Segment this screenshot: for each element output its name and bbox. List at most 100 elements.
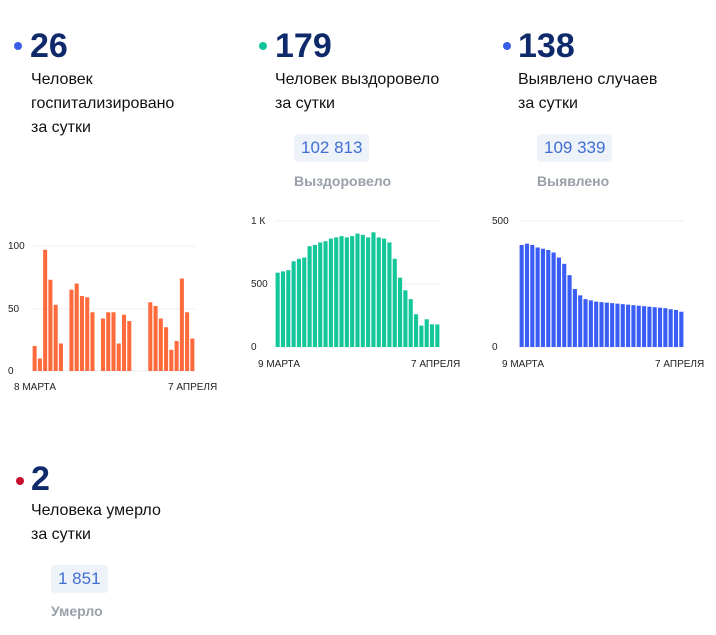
hospitalized-desc-line: Человек [31, 71, 93, 88]
bar [360, 234, 365, 347]
bar [604, 302, 609, 347]
bar [106, 312, 111, 371]
bar [382, 238, 387, 347]
died-dot [16, 477, 24, 485]
bar [79, 296, 84, 371]
hospitalized-desc-line: за сутки [31, 119, 91, 136]
detected-total: 109 339 [537, 134, 613, 162]
y-tick-label: 0 [8, 366, 14, 377]
bar [578, 295, 583, 347]
bar [535, 247, 540, 347]
bar [588, 300, 593, 347]
bar [74, 283, 79, 371]
bar [164, 327, 169, 371]
bar [111, 312, 116, 371]
bar [631, 305, 636, 347]
detected-desc-line: Выявлено случаев [518, 71, 658, 88]
bar [636, 305, 641, 347]
bar [350, 236, 355, 347]
recovered-desc-line: за сутки [275, 95, 335, 112]
bar [551, 252, 556, 347]
bar [673, 309, 679, 347]
bar [291, 261, 296, 347]
bar [174, 341, 179, 371]
bar [328, 238, 333, 347]
x-tick-label: 8 МАРТА [14, 382, 56, 393]
bar [610, 303, 615, 347]
died-desc: Человека умерло за сутки [31, 499, 161, 547]
bar [344, 237, 349, 347]
bar [679, 311, 684, 347]
bar [90, 312, 95, 371]
bar [562, 263, 567, 347]
bar [37, 358, 42, 371]
recovered-chart: 0 500 1 К 9 МАРТА 7 АПРЕЛЯ [251, 216, 460, 370]
bar [567, 275, 572, 347]
bar [429, 324, 435, 347]
bar [626, 304, 631, 347]
bar [620, 304, 625, 347]
y-tick-label: 0 [251, 342, 257, 353]
bar [190, 338, 195, 371]
bar [594, 301, 599, 347]
bar [53, 304, 58, 371]
bar [286, 270, 291, 347]
recovered-dot [259, 42, 267, 50]
bar [392, 258, 397, 347]
bar [339, 236, 344, 347]
hospitalized-value: 26 [30, 27, 68, 65]
y-tick-label: 100 [8, 241, 25, 252]
bar [419, 325, 424, 347]
bar [179, 278, 184, 371]
bar [668, 309, 673, 347]
bar [642, 306, 647, 347]
bar [435, 324, 440, 347]
bar [100, 318, 106, 371]
died-desc-line: Человека умерло [31, 502, 161, 519]
recovered-total-label: Выздоровело [294, 173, 392, 189]
hospitalized-desc: Человек госпитализировано за сутки [31, 68, 174, 140]
bar [657, 307, 663, 347]
hospitalized-desc-line: госпитализировано [31, 95, 175, 112]
bar [663, 308, 668, 347]
detected-desc-line: за сутки [518, 95, 578, 112]
bar [413, 314, 419, 347]
bar [69, 289, 74, 371]
bar [296, 258, 302, 347]
bar [647, 306, 652, 347]
bar [424, 319, 429, 347]
bar [530, 244, 535, 347]
bar [169, 349, 174, 371]
bar [599, 302, 604, 347]
x-tick-label: 9 МАРТА [258, 359, 300, 370]
bar [387, 242, 392, 347]
bar [572, 289, 577, 347]
bar [583, 299, 588, 347]
detected-desc: Выявлено случаев за сутки [518, 68, 657, 116]
x-tick-label: 7 АПРЕЛЯ [168, 382, 217, 393]
bar [58, 343, 63, 371]
bar [127, 321, 132, 371]
bar [121, 314, 127, 371]
bar [275, 272, 280, 347]
detected-chart: 0 500 9 МАРТА 7 АПРЕЛЯ [492, 216, 704, 370]
recovered-desc-line: Человек выздоровело [275, 71, 440, 88]
bar [376, 237, 381, 347]
bar [334, 237, 339, 347]
bar [615, 303, 620, 347]
hospitalized-dot [14, 42, 22, 50]
bar [85, 297, 90, 371]
bar [366, 237, 371, 347]
bar [158, 318, 163, 371]
bar [148, 302, 153, 371]
y-tick-label: 500 [492, 216, 509, 227]
bar [43, 249, 48, 371]
died-desc-line: за сутки [31, 526, 91, 543]
bar [318, 242, 323, 347]
bar [185, 312, 190, 371]
x-tick-label: 7 АПРЕЛЯ [655, 359, 704, 370]
died-total-label: Умерло [51, 603, 103, 619]
bar [323, 241, 328, 347]
died-value: 2 [31, 460, 50, 498]
x-tick-label: 9 МАРТА [502, 359, 544, 370]
